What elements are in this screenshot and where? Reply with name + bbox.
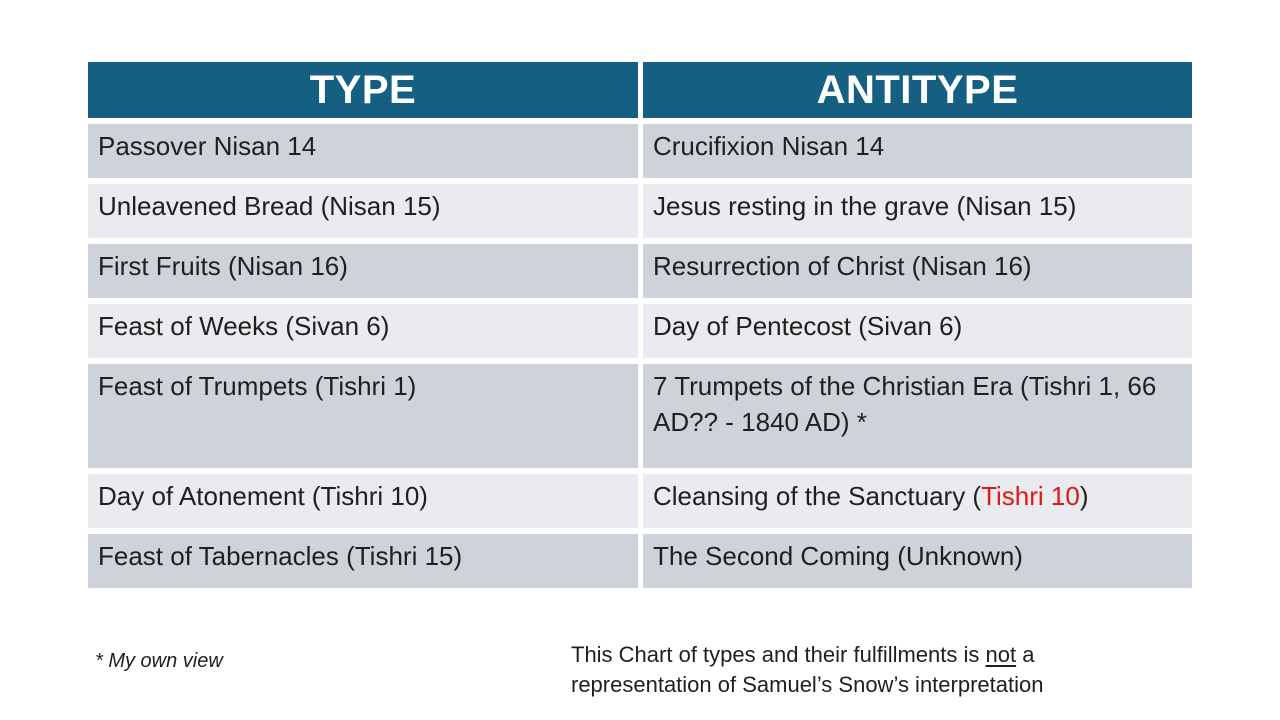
antitype-cell-cleansing-sanctuary: Cleansing of the Sanctuary (Tishri 10) bbox=[643, 474, 1192, 528]
feast-table: TYPE ANTITYPE Passover Nisan 14 Crucifix… bbox=[88, 62, 1192, 588]
antitype-cell-resurrection: Resurrection of Christ (Nisan 16) bbox=[643, 244, 1192, 298]
antitype-cleansing-post: ) bbox=[1079, 481, 1089, 511]
table-header-type: TYPE bbox=[88, 62, 638, 118]
footnote-my-own-view: * My own view bbox=[95, 650, 223, 672]
highlight-red-tishri-10: Tishri 10 bbox=[981, 481, 1080, 511]
type-cell-feast-of-weeks: Feast of Weeks (Sivan 6) bbox=[88, 304, 638, 358]
antitype-cell-pentecost: Day of Pentecost (Sivan 6) bbox=[643, 304, 1192, 358]
type-cell-passover: Passover Nisan 14 bbox=[88, 124, 638, 178]
caption-line2: representation of Samuel’s Snow’s interp… bbox=[571, 672, 1044, 697]
type-cell-unleavened-bread: Unleavened Bread (Nisan 15) bbox=[88, 184, 638, 238]
antitype-cleansing-pre: Cleansing of the Sanctuary ( bbox=[653, 481, 982, 511]
caption-disclaimer: This Chart of types and their fulfillmen… bbox=[571, 640, 1111, 700]
table-header-antitype: ANTITYPE bbox=[643, 62, 1192, 118]
type-cell-feast-of-trumpets: Feast of Trumpets (Tishri 1) bbox=[88, 364, 638, 468]
antitype-cell-second-coming: The Second Coming (Unknown) bbox=[643, 534, 1192, 588]
caption-underlined-not: not bbox=[985, 642, 1017, 667]
antitype-cell-seven-trumpets: 7 Trumpets of the Christian Era (Tishri … bbox=[643, 364, 1192, 468]
type-cell-day-of-atonement: Day of Atonement (Tishri 10) bbox=[88, 474, 638, 528]
caption-line1-pre: This Chart of types and their fulfillmen… bbox=[571, 642, 986, 667]
type-cell-first-fruits: First Fruits (Nisan 16) bbox=[88, 244, 638, 298]
antitype-cell-crucifixion: Crucifixion Nisan 14 bbox=[643, 124, 1192, 178]
caption-line1-post: a bbox=[1016, 642, 1035, 667]
antitype-cell-resting-in-grave: Jesus resting in the grave (Nisan 15) bbox=[643, 184, 1192, 238]
type-cell-feast-of-tabernacles: Feast of Tabernacles (Tishri 15) bbox=[88, 534, 638, 588]
